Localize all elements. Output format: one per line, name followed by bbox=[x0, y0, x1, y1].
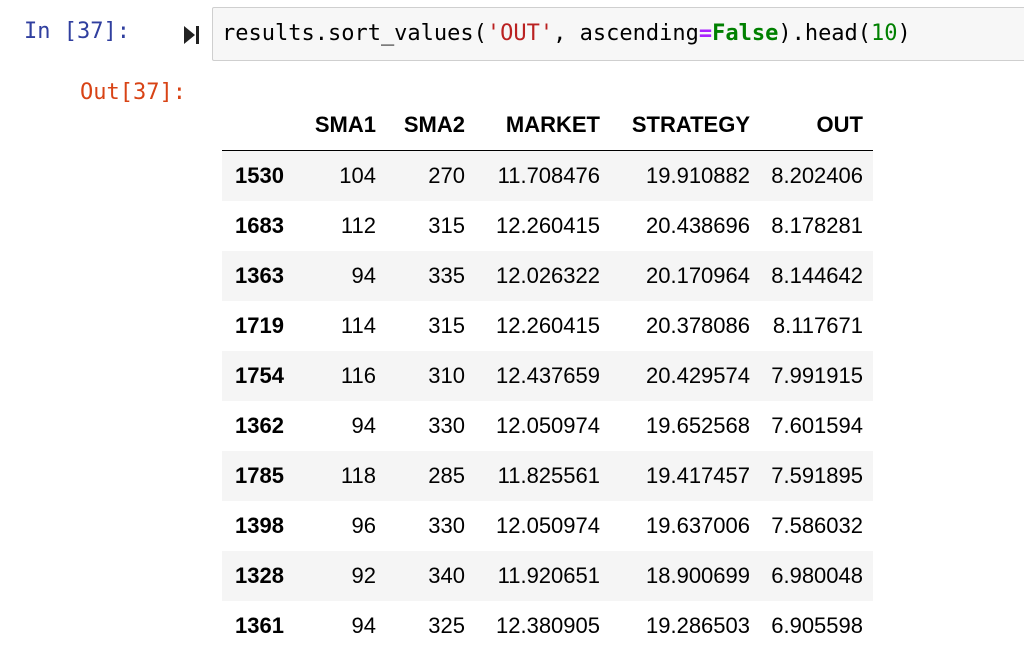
table-cell: 19.910882 bbox=[646, 163, 750, 188]
table-cell: 11.708476 bbox=[497, 163, 600, 188]
table-cell: 18.900699 bbox=[646, 563, 750, 588]
table-cell: 8.144642 bbox=[771, 263, 863, 288]
dataframe-table: SMA1 SMA2 MARKET STRATEGY OUT 1530 104 270 11.7… bbox=[222, 99, 873, 651]
table-cell: 20.429574 bbox=[646, 363, 750, 388]
code-token: , ascending bbox=[553, 21, 699, 46]
table-cell: 114 bbox=[340, 313, 376, 338]
table-cell: 7.601594 bbox=[771, 413, 863, 438]
code-token: 10 bbox=[871, 21, 898, 46]
step-run-icon[interactable] bbox=[180, 24, 202, 46]
column-header: SMA2 bbox=[403, 111, 465, 137]
table-row: 1361 94 325 12.380905 19.286503 6.905598 bbox=[222, 601, 873, 651]
table-row: 1530 104 270 11.708476 19.910882 8.202406 bbox=[222, 150, 873, 201]
table-cell: 315 bbox=[428, 213, 465, 238]
table-row: 1754 116 310 12.437659 20.429574 7.991915 bbox=[222, 351, 873, 401]
table-cell: 8.202406 bbox=[771, 163, 863, 188]
table-cell: 20.438696 bbox=[646, 213, 750, 238]
table-cell: 11.825561 bbox=[497, 463, 600, 488]
code-token: = bbox=[698, 21, 713, 46]
table-cell: 340 bbox=[428, 563, 465, 588]
table-cell: 12.437659 bbox=[496, 363, 600, 388]
table-row: 1363 94 335 12.026322 20.170964 8.144642 bbox=[222, 251, 873, 301]
table-cell: 8.178281 bbox=[771, 213, 863, 238]
table-cell: 330 bbox=[428, 513, 465, 538]
table-cell: 325 bbox=[428, 613, 465, 638]
table-cell: 116 bbox=[340, 363, 376, 388]
table-cell: 7.991915 bbox=[771, 363, 863, 388]
table-cell: 335 bbox=[428, 263, 465, 288]
table-cell: 7.586032 bbox=[771, 513, 863, 538]
output-prompt: Out[37]: bbox=[80, 80, 186, 105]
table-cell: 12.050974 bbox=[496, 513, 600, 538]
table-row: 1683 112 315 12.260415 20.438696 8.178281 bbox=[222, 201, 873, 251]
row-index: 1363 bbox=[235, 263, 284, 288]
table-row: 1328 92 340 11.920651 18.900699 6.980048 bbox=[222, 551, 873, 601]
table-cell: 11.920651 bbox=[497, 563, 600, 588]
table-cell: 20.170964 bbox=[646, 263, 750, 288]
table-cell: 12.050974 bbox=[496, 413, 600, 438]
code-line: results.sort_values('OUT', ascending=Fal… bbox=[222, 21, 911, 46]
table-cell: 112 bbox=[340, 213, 376, 238]
table-cell: 12.260415 bbox=[496, 213, 600, 238]
code-token: False bbox=[712, 21, 779, 46]
table-cell: 315 bbox=[428, 313, 465, 338]
row-index: 1328 bbox=[235, 563, 284, 588]
column-header: STRATEGY bbox=[631, 111, 750, 137]
table-cell: 19.652568 bbox=[646, 413, 750, 438]
input-prompt: In [37]: bbox=[24, 19, 130, 44]
table-cell: 6.980048 bbox=[771, 563, 863, 588]
table-cell: 19.637006 bbox=[646, 513, 750, 538]
column-header: OUT bbox=[816, 111, 863, 137]
table-cell: 285 bbox=[428, 463, 465, 488]
table-cell: 12.260415 bbox=[496, 313, 600, 338]
table-cell: 19.417457 bbox=[646, 463, 750, 488]
code-token: ) bbox=[897, 21, 911, 46]
table-cell: 12.026322 bbox=[496, 263, 600, 288]
table-cell: 330 bbox=[428, 413, 465, 438]
table-cell: 20.378086 bbox=[646, 313, 750, 338]
table-header-row: SMA1 SMA2 MARKET STRATEGY OUT bbox=[222, 99, 873, 151]
table-cell: 94 bbox=[351, 413, 376, 438]
table-cell: 6.905598 bbox=[771, 613, 863, 638]
code-token: ).head( bbox=[778, 21, 872, 46]
index-header bbox=[222, 99, 313, 151]
table-cell: 310 bbox=[428, 363, 465, 388]
row-index: 1398 bbox=[235, 513, 284, 538]
row-index: 1362 bbox=[235, 413, 284, 438]
row-index: 1361 bbox=[235, 613, 284, 638]
row-index: 1785 bbox=[235, 463, 284, 488]
table-cell: 7.591895 bbox=[771, 463, 863, 488]
code-token: 'OUT' bbox=[486, 21, 554, 46]
table-cell: 94 bbox=[351, 613, 376, 638]
column-header: SMA1 bbox=[314, 111, 376, 137]
row-index: 1719 bbox=[235, 313, 284, 338]
table-cell: 94 bbox=[351, 263, 376, 288]
table-cell: 104 bbox=[339, 163, 376, 188]
column-header: MARKET bbox=[505, 111, 600, 137]
table-cell: 12.380905 bbox=[496, 613, 600, 638]
table-cell: 8.117671 bbox=[772, 313, 863, 338]
table-row: 1785 118 285 11.825561 19.417457 7.591895 bbox=[222, 451, 873, 501]
table-row: 1362 94 330 12.050974 19.652568 7.601594 bbox=[222, 401, 873, 451]
row-index: 1683 bbox=[235, 213, 284, 238]
row-index: 1530 bbox=[235, 163, 284, 188]
table-cell: 96 bbox=[351, 513, 376, 538]
table-cell: 270 bbox=[428, 163, 465, 188]
table-cell: 118 bbox=[340, 463, 376, 488]
code-token: results.sort_values( bbox=[222, 21, 487, 46]
table-cell: 19.286503 bbox=[646, 613, 750, 638]
table-row: 1398 96 330 12.050974 19.637006 7.586032 bbox=[222, 501, 873, 551]
row-index: 1754 bbox=[235, 363, 284, 388]
table-row: 1719 114 315 12.260415 20.378086 8.117671 bbox=[222, 301, 873, 351]
code-input-area[interactable]: results.sort_values('OUT', ascending=Fal… bbox=[212, 7, 1024, 61]
table-cell: 92 bbox=[351, 563, 376, 588]
